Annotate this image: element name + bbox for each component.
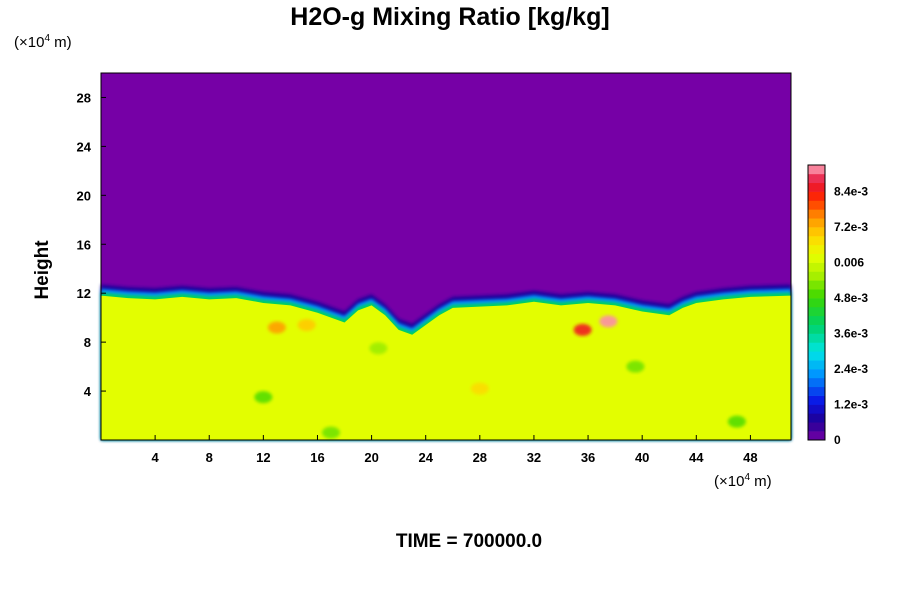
y-tick-label: 12 [77,286,91,301]
y-tick-label: 8 [84,335,91,350]
feature-blob [470,382,489,395]
x-tick-label: 24 [418,450,433,465]
colorbar-tick-label: 0.006 [834,256,864,270]
colorbar-tick-label: 2.4e-3 [834,362,868,376]
colorbar-segment [808,324,825,334]
x-tick-label: 12 [256,450,270,465]
x-tick-label: 36 [581,450,595,465]
x-tick-label: 4 [152,450,160,465]
colorbar-segment [808,386,825,396]
colorbar-segment [808,413,825,423]
colorbar-segment [808,404,825,414]
colorbar-segment [808,262,825,272]
colorbar: 0 1.2e-3 2.4e-3 3.6e-3 4.8e-3 0.006 7.2e-3 8.4e… [807,164,868,447]
colorbar-segment [808,333,825,343]
time-label: TIME = 700000.0 [395,531,543,552]
colorbar-tick-label: 1.2e-3 [834,398,868,412]
feature-blob [369,342,388,355]
x-tick-label: 48 [743,450,757,465]
colorbar-segment [808,377,825,388]
feature-blob [267,321,286,334]
colorbar-segment [808,422,825,432]
colorbar-segment [808,182,825,192]
colorbar-segment [808,271,825,281]
colorbar-segment [808,253,825,263]
x-tick-label: 40 [635,450,649,465]
colorbar-segment [808,360,825,370]
colorbar-segment [808,235,825,246]
colorbar-segment [808,351,825,361]
colorbar-segment [808,165,825,175]
y-tick-label: 20 [77,188,91,203]
x-axis-unit: (×104 m) [714,472,772,490]
feature-blob [254,391,273,404]
feature-blob [626,360,645,373]
colorbar-segment [808,244,825,255]
x-tick-label: 20 [364,450,378,465]
x-tick-label: 8 [206,450,213,465]
colorbar-tick-label: 8.4e-3 [834,185,868,199]
colorbar-segment [808,173,825,184]
colorbar-frame [807,164,826,441]
feature-blob [573,323,592,336]
y-axis-unit: (×104 m) [14,33,72,51]
colorbar-segment [808,306,825,317]
x-tick-label: 28 [473,450,487,465]
plot-area [100,72,792,441]
plot-frame [100,72,792,441]
x-tick-label: 16 [310,450,324,465]
colorbar-segment [808,431,825,441]
colorbar-segment [808,289,825,299]
colorbar-tick-label: 7.2e-3 [834,220,868,234]
colorbar-segment [808,395,825,405]
colorbar-segment [808,209,825,219]
colorbar-segment [808,200,825,210]
feature-blob [322,426,340,439]
y-tick-label: 28 [77,90,91,105]
feature-blob [599,315,618,328]
chart-title: H2O-g Mixing Ratio [kg/kg] [290,3,610,31]
feature-blob [297,319,316,332]
colorbar-tick-label: 0 [834,433,841,447]
y-tick-label: 24 [77,139,92,154]
colorbar-segment [808,369,825,379]
feature-blob [727,415,746,428]
colorbar-segment [808,315,825,325]
colorbar-segment [808,280,825,290]
colorbar-segment [808,342,825,352]
colorbar-tick-label: 3.6e-3 [834,327,868,341]
colorbar-segment [808,191,825,201]
colorbar-segment [808,298,825,308]
x-tick-label: 44 [689,450,704,465]
colorbar-tick-label: 4.8e-3 [834,291,868,305]
x-tick-label: 32 [527,450,541,465]
y-axis: 4 8 12 16 20 24 28 [77,90,106,399]
x-axis: 4 8 12 16 20 24 28 32 36 40 44 48 [152,435,758,465]
y-tick-label: 4 [84,384,92,399]
y-tick-label: 16 [77,237,91,252]
colorbar-segment [808,218,825,228]
moist-layer [101,295,791,440]
colorbar-segment [808,227,825,237]
